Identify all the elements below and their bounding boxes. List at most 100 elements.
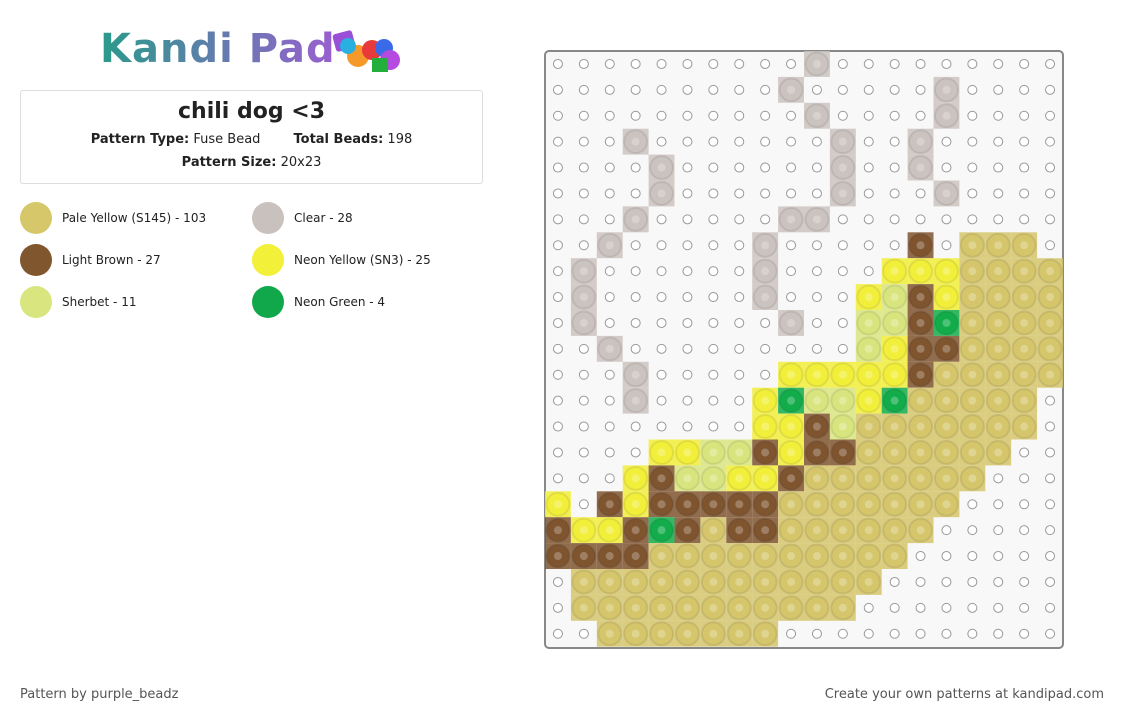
bead — [933, 258, 959, 284]
bead-hole — [864, 318, 873, 327]
empty-peg — [734, 266, 745, 277]
bead-hole — [1020, 267, 1029, 276]
bead-hole — [1046, 293, 1055, 302]
bead — [985, 362, 1011, 388]
empty-peg — [1019, 136, 1030, 147]
empty-peg — [552, 84, 563, 95]
empty-peg — [837, 317, 848, 328]
bead — [571, 310, 597, 336]
bead-hole — [994, 241, 1003, 250]
empty-peg — [1045, 576, 1056, 587]
empty-peg — [811, 266, 822, 277]
empty-peg — [578, 447, 589, 458]
bead-hole — [787, 603, 796, 612]
empty-peg — [708, 395, 719, 406]
bead-hole — [631, 629, 640, 638]
empty-peg — [786, 58, 797, 69]
bead-board — [544, 50, 1064, 649]
bead-hole — [812, 474, 821, 483]
bead-hole — [916, 137, 925, 146]
bead — [959, 362, 985, 388]
empty-peg — [630, 110, 641, 121]
bead-hole — [864, 552, 873, 561]
bead — [882, 336, 908, 362]
label: Pattern Type: — [90, 132, 190, 147]
empty-peg — [604, 84, 615, 95]
legend-swatch — [20, 202, 52, 234]
bead-hole — [916, 422, 925, 431]
bead-hole — [942, 422, 951, 431]
bead-hole — [683, 448, 692, 457]
bead — [597, 491, 623, 517]
bead — [700, 465, 726, 491]
bead — [571, 595, 597, 621]
bead — [830, 595, 856, 621]
bead-hole — [683, 500, 692, 509]
bead-hole — [735, 552, 744, 561]
empty-peg — [682, 266, 693, 277]
empty-peg — [656, 421, 667, 432]
bead-hole — [761, 293, 770, 302]
empty-peg — [1045, 58, 1056, 69]
empty-peg — [786, 240, 797, 251]
bead — [908, 388, 934, 414]
bead — [597, 517, 623, 543]
bead — [545, 517, 571, 543]
bead — [597, 621, 623, 647]
empty-peg — [941, 136, 952, 147]
bead — [1011, 336, 1037, 362]
empty-peg — [1019, 58, 1030, 69]
empty-peg — [915, 214, 926, 225]
bead — [830, 517, 856, 543]
empty-peg — [1045, 447, 1056, 458]
bead-hole — [838, 500, 847, 509]
empty-peg — [1045, 499, 1056, 510]
bead — [933, 362, 959, 388]
empty-peg — [993, 136, 1004, 147]
bead — [830, 388, 856, 414]
bead-hole — [812, 448, 821, 457]
bead — [778, 77, 804, 103]
bead-hole — [968, 422, 977, 431]
empty-peg — [734, 421, 745, 432]
empty-peg — [604, 136, 615, 147]
bead-hole — [735, 526, 744, 535]
bead-hole — [812, 111, 821, 120]
bead — [856, 465, 882, 491]
empty-peg — [682, 58, 693, 69]
bead — [623, 621, 649, 647]
empty-peg — [1045, 525, 1056, 536]
empty-peg — [682, 421, 693, 432]
bead — [830, 414, 856, 440]
bead-hole — [631, 370, 640, 379]
empty-peg — [993, 162, 1004, 173]
bead-hole — [709, 552, 718, 561]
empty-peg — [630, 240, 641, 251]
bead-hole — [890, 396, 899, 405]
bead — [1011, 232, 1037, 258]
empty-peg — [915, 576, 926, 587]
bead — [856, 388, 882, 414]
bead — [597, 569, 623, 595]
empty-peg — [682, 110, 693, 121]
bead-hole — [787, 474, 796, 483]
empty-peg — [993, 499, 1004, 510]
bead — [752, 414, 778, 440]
empty-peg — [915, 188, 926, 199]
bead-hole — [942, 396, 951, 405]
bead — [908, 155, 934, 181]
bead — [1037, 310, 1063, 336]
empty-peg — [552, 395, 563, 406]
bead — [933, 491, 959, 517]
bead-hole — [631, 215, 640, 224]
bead-hole — [579, 293, 588, 302]
bead — [908, 414, 934, 440]
empty-peg — [604, 395, 615, 406]
bead-hole — [761, 500, 770, 509]
bead-hole — [709, 526, 718, 535]
bead — [1037, 258, 1063, 284]
empty-peg — [1045, 214, 1056, 225]
empty-peg — [863, 214, 874, 225]
bead — [1011, 414, 1037, 440]
